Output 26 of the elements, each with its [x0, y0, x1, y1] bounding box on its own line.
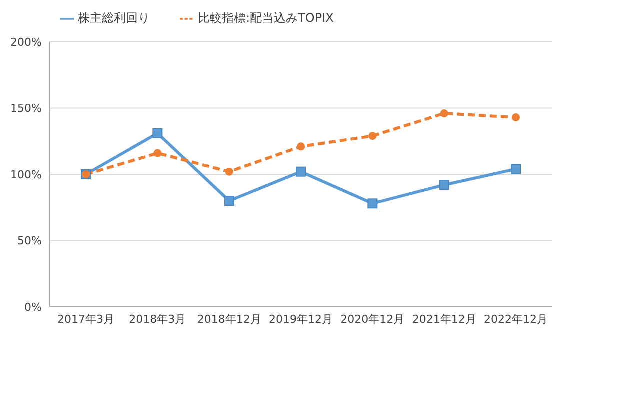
legend-label: 比較指標:配当込みTOPIX [198, 11, 334, 25]
point [152, 128, 163, 138]
point [439, 180, 450, 190]
x-tick-label: 2017年3月 [58, 312, 114, 326]
point [225, 168, 234, 176]
x-tick-label: 2020年12月 [340, 312, 405, 326]
legend-label: 株主総利回り [78, 11, 150, 25]
point [440, 110, 448, 118]
x-tick-label: 2019年12月 [269, 312, 333, 326]
y-tick-label: 0% [24, 300, 42, 314]
point [368, 132, 377, 140]
x-tick-label: 2022年12月 [484, 312, 548, 326]
y-tick-label: 100% [10, 168, 42, 182]
point [297, 142, 305, 151]
point [296, 166, 306, 177]
x-tick-label: 2018年3月 [129, 312, 186, 326]
point [511, 164, 521, 174]
y-tick-label: 200% [10, 36, 42, 49]
point [368, 198, 378, 209]
x-tick-label: 2021年12月 [412, 312, 476, 326]
x-tick-label: 2018年12月 [197, 312, 262, 326]
point [154, 149, 162, 158]
y-tick-label: 50% [18, 234, 42, 248]
point [224, 196, 234, 206]
point [512, 114, 520, 122]
y-tick-label: 150% [10, 102, 42, 116]
